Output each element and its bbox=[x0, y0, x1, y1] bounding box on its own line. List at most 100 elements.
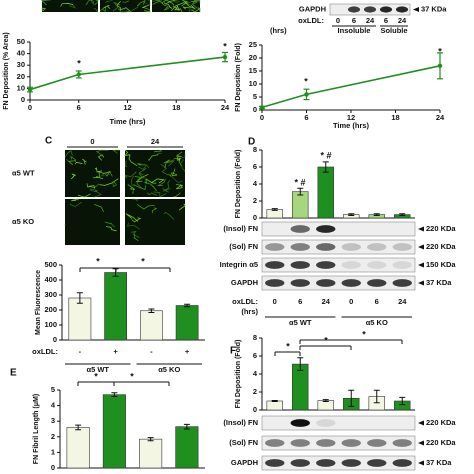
fibril bbox=[138, 167, 147, 176]
fibril bbox=[163, 159, 171, 169]
fibril bbox=[94, 203, 104, 213]
x-tick-label: + bbox=[185, 347, 190, 356]
fibril bbox=[133, 234, 139, 241]
blot bbox=[261, 239, 416, 255]
fibril bbox=[94, 167, 103, 173]
data-line bbox=[29, 56, 226, 91]
x-tick-label: - bbox=[79, 347, 82, 356]
fibril bbox=[145, 178, 157, 184]
x-tick-label: 0 bbox=[273, 297, 277, 306]
x-tick-label: 6 bbox=[304, 113, 308, 122]
blot-size: 220 KDa bbox=[426, 224, 456, 233]
fibril bbox=[175, 183, 184, 187]
fibril bbox=[192, 0, 200, 9]
y-tick-label: 0 bbox=[53, 335, 57, 344]
y-axis-label: FN Deposition (Fold) bbox=[235, 43, 242, 112]
bar bbox=[66, 427, 90, 469]
y-tick-label: 50 bbox=[17, 37, 25, 46]
blot-band bbox=[367, 261, 387, 269]
fibril bbox=[137, 163, 146, 166]
blot-size: 220 KDa bbox=[426, 242, 456, 251]
y-tick-label: 30 bbox=[17, 60, 25, 69]
blot-band bbox=[290, 279, 310, 287]
annotation: * bbox=[438, 46, 442, 56]
annotation: * bbox=[77, 58, 81, 68]
fibril bbox=[171, 168, 178, 177]
fibril bbox=[162, 179, 170, 192]
bar bbox=[266, 400, 283, 411]
fibril bbox=[71, 198, 79, 201]
fibril bbox=[132, 188, 135, 194]
blot-band bbox=[265, 459, 285, 467]
fibril bbox=[118, 7, 131, 12]
blot-band bbox=[290, 243, 310, 251]
arrow bbox=[418, 280, 424, 286]
blot-size: 37 KDa bbox=[426, 458, 452, 467]
treatment-label: oxLDL: bbox=[32, 347, 58, 356]
bar bbox=[292, 363, 309, 411]
annotation: * bbox=[141, 256, 145, 266]
y-tick-label: 15 bbox=[249, 66, 257, 75]
y-tick-label: 1 bbox=[51, 447, 55, 456]
fibril bbox=[137, 164, 150, 170]
y-tick-label: 10 bbox=[17, 83, 25, 92]
fibril bbox=[156, 152, 162, 157]
y-tick-label: 500 bbox=[44, 260, 57, 269]
blot-band bbox=[265, 261, 285, 269]
micrograph bbox=[65, 199, 120, 245]
annotation: * # bbox=[294, 177, 305, 187]
annotation: * bbox=[94, 371, 98, 381]
y-tick-label: 6 bbox=[253, 351, 257, 360]
fibril bbox=[150, 178, 165, 184]
fibril bbox=[95, 149, 109, 156]
fibril bbox=[136, 178, 142, 189]
fibril bbox=[99, 172, 110, 177]
arrow bbox=[418, 244, 424, 250]
blot-band bbox=[290, 261, 310, 269]
blot-band bbox=[316, 261, 336, 269]
fibril bbox=[173, 192, 181, 198]
data-point bbox=[27, 87, 33, 92]
fibril bbox=[143, 0, 151, 6]
y-tick-label: 20 bbox=[249, 53, 257, 62]
x-tick-label: + bbox=[113, 347, 118, 356]
fibril bbox=[122, 0, 130, 3]
y-tick-label: 400 bbox=[44, 275, 57, 284]
error-bar bbox=[147, 437, 154, 442]
error-bar bbox=[322, 399, 329, 402]
fibril bbox=[151, 207, 158, 213]
fibril bbox=[77, 193, 91, 198]
blot bbox=[261, 221, 416, 237]
bar bbox=[139, 310, 163, 341]
fibril bbox=[133, 184, 146, 190]
fibril bbox=[136, 0, 146, 7]
fibril bbox=[157, 178, 166, 187]
x-tick-label: 12 bbox=[347, 113, 355, 122]
y-tick-label: 4 bbox=[253, 369, 258, 378]
y-tick-label: 10 bbox=[249, 79, 257, 88]
fibril bbox=[105, 170, 113, 177]
fibril bbox=[175, 184, 183, 190]
blot-band bbox=[316, 243, 336, 251]
arrow bbox=[418, 460, 424, 466]
blot-band bbox=[290, 225, 310, 233]
blot-band bbox=[341, 261, 361, 269]
blot-band bbox=[290, 419, 310, 427]
x-tick-label: 0 bbox=[349, 297, 353, 306]
data-point bbox=[76, 72, 81, 77]
fibril bbox=[41, 7, 47, 12]
fibril bbox=[163, 0, 176, 5]
blot-band bbox=[392, 439, 412, 447]
fibril bbox=[69, 201, 82, 208]
fibril bbox=[130, 175, 135, 186]
blot-band bbox=[392, 459, 412, 467]
fibril bbox=[94, 0, 99, 6]
y-tick-label: 0 bbox=[21, 95, 25, 104]
image-row-label: α5 KO bbox=[12, 217, 34, 226]
fibril bbox=[85, 0, 92, 6]
y-tick-label: 8 bbox=[253, 333, 257, 342]
x-axis-label: Time (hrs) bbox=[333, 121, 370, 130]
y-axis-label: FN Deposition (% Area) bbox=[3, 32, 10, 110]
annotation: * bbox=[362, 329, 366, 339]
blot-band bbox=[341, 243, 361, 251]
